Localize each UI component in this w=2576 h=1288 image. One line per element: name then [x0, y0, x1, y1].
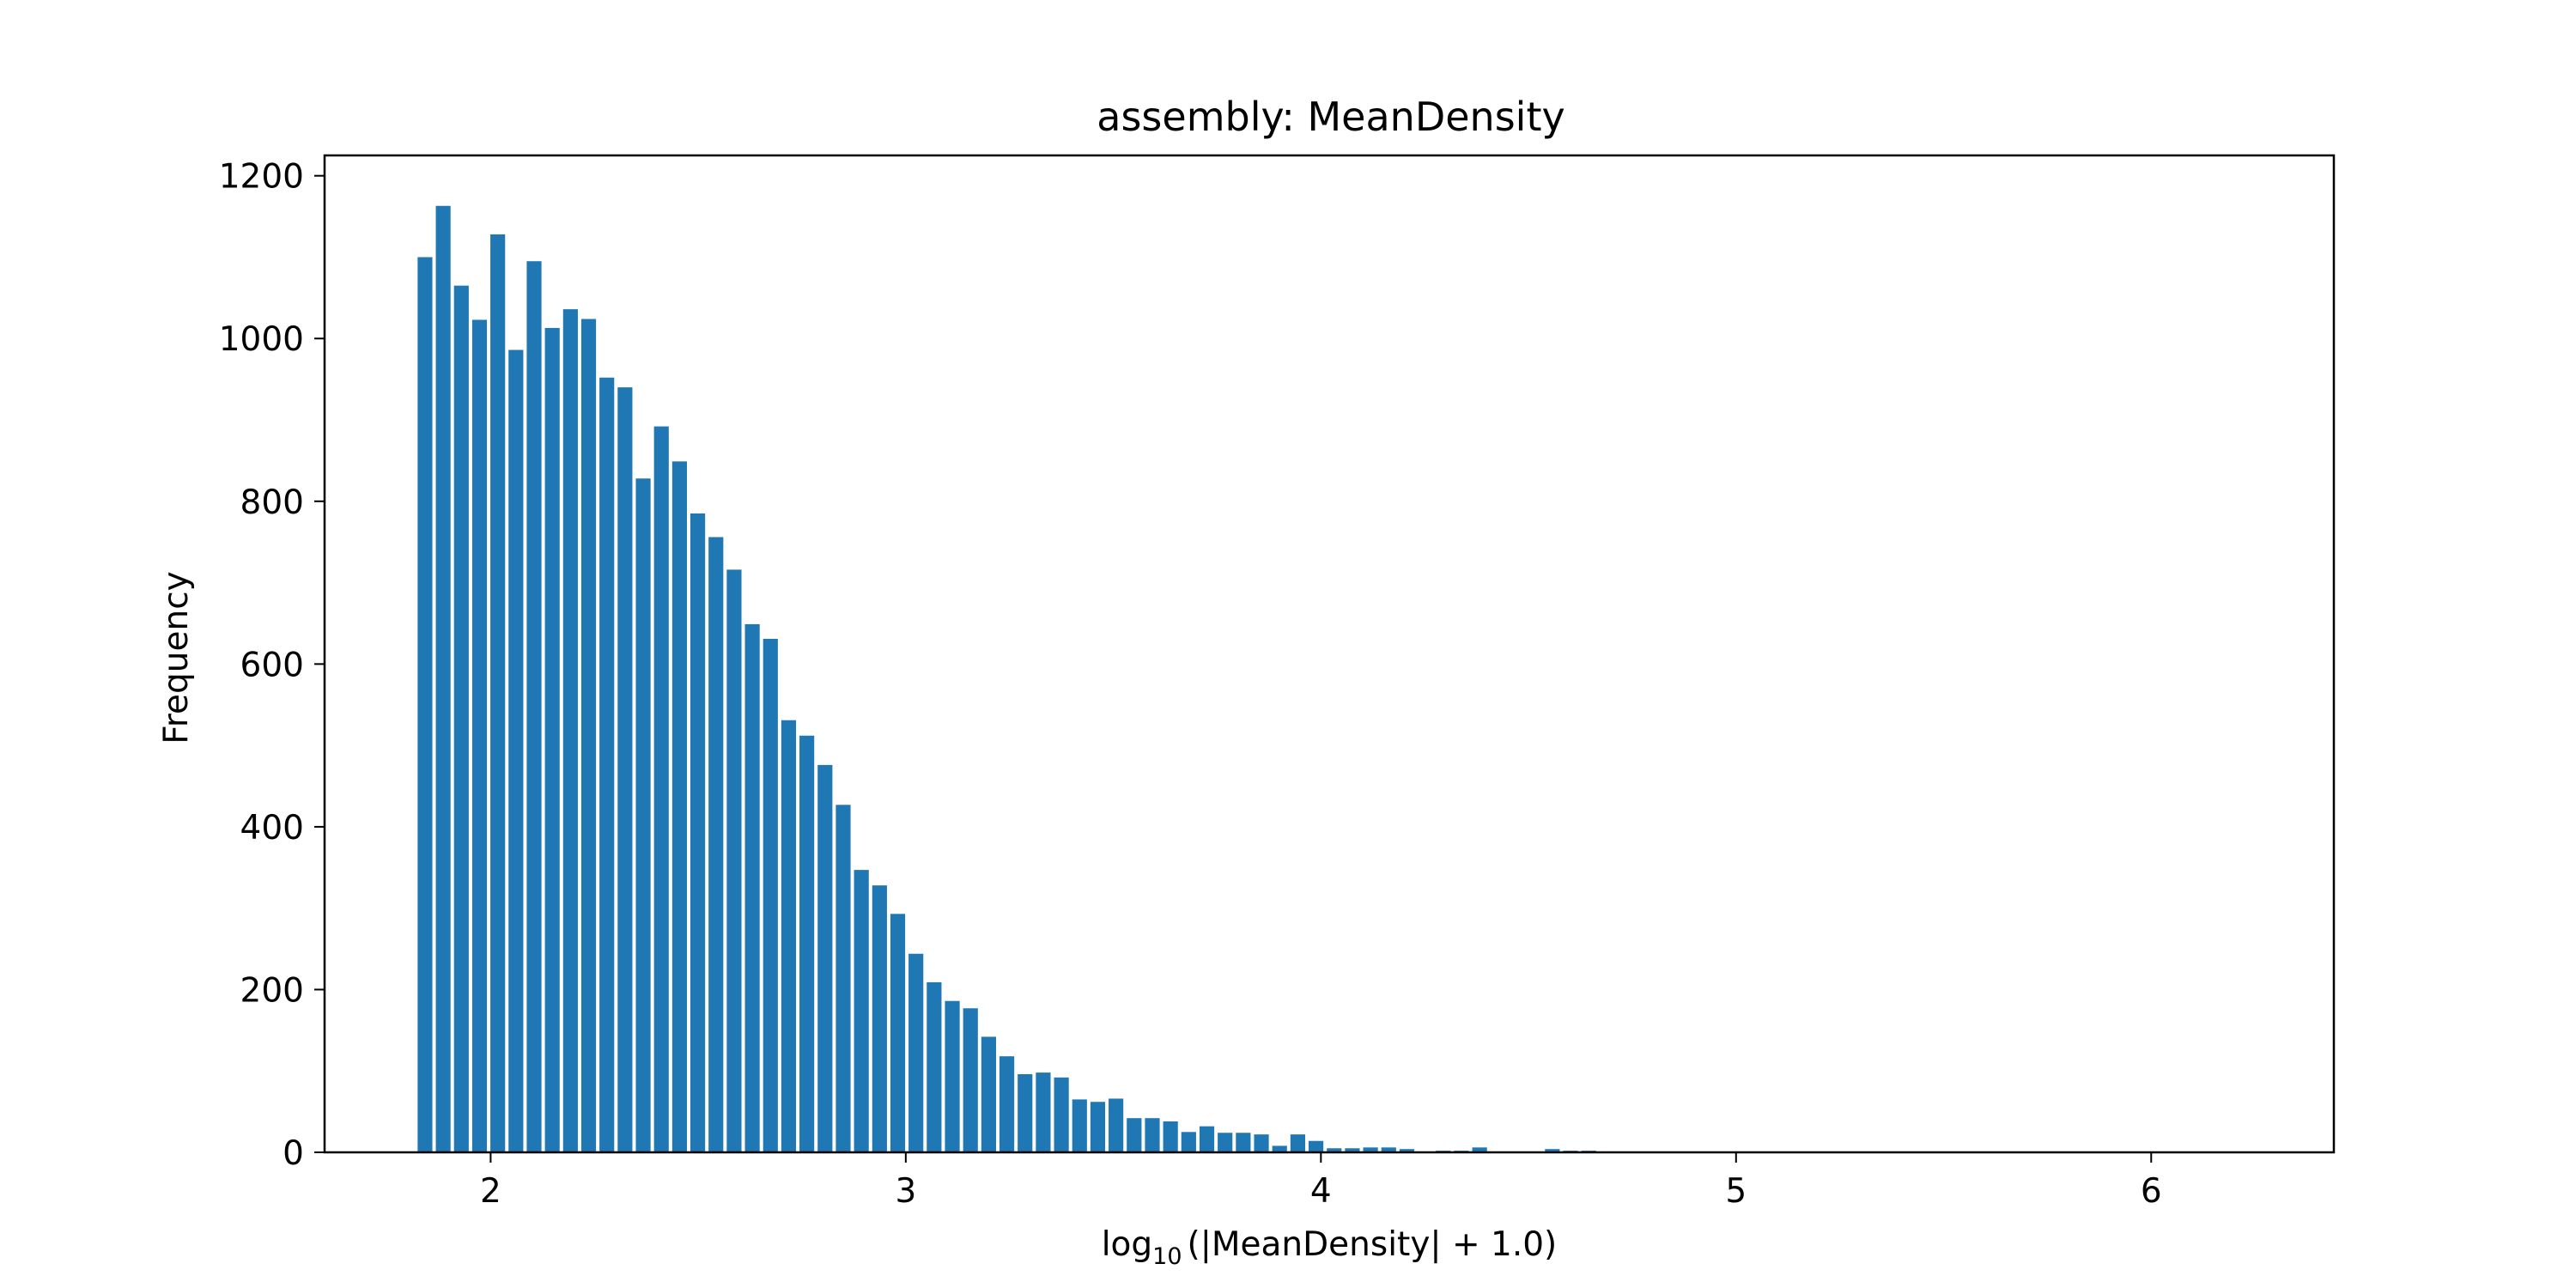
histogram-bar: [580, 319, 597, 1152]
y-axis-label: Frequency: [157, 571, 196, 744]
histogram-bar: [1308, 1140, 1324, 1152]
x-tick-label: 6: [2141, 1172, 2162, 1211]
histogram-bar: [726, 569, 742, 1152]
y-tick-label: 800: [240, 483, 304, 522]
histogram-bar: [471, 319, 488, 1152]
histogram-bar: [963, 1008, 978, 1152]
histogram-bar: [945, 1000, 960, 1152]
histogram-bar: [762, 638, 778, 1152]
x-axis-label-subscript: 10: [1152, 1243, 1182, 1270]
histogram-bar: [508, 349, 524, 1153]
histogram-bar: [927, 981, 942, 1152]
histogram-bar: [435, 205, 451, 1152]
histogram-bar: [854, 870, 869, 1152]
histogram-bar: [1472, 1147, 1487, 1152]
chart-title: assembly: MeanDensity: [1097, 94, 1564, 140]
histogram-bar: [526, 261, 542, 1153]
x-tick-label: 5: [1725, 1172, 1747, 1211]
y-axis-ticks: 0 200 400 600 800 1000 1200: [219, 158, 325, 1173]
histogram-bar: [1199, 1126, 1215, 1152]
y-tick-label: 0: [283, 1134, 304, 1173]
plot-frame: [323, 154, 2336, 1154]
histogram-bar: [635, 478, 651, 1152]
histogram-bar: [1290, 1134, 1305, 1152]
histogram-bar: [544, 327, 560, 1152]
histogram-bar: [835, 805, 851, 1152]
histogram-bar: [908, 953, 924, 1152]
histogram-bar: [1236, 1133, 1251, 1152]
histogram-bar: [1127, 1118, 1142, 1152]
x-axis-label-rest: (|MeanDensity| + 1.0): [1188, 1225, 1558, 1264]
x-tick-label: 3: [895, 1172, 916, 1211]
histogram-bar: [1054, 1077, 1069, 1152]
y-tick-label: 200: [240, 971, 304, 1010]
histogram-bar: [599, 377, 615, 1152]
histogram-bar: [817, 764, 833, 1152]
y-tick-label: 1200: [219, 158, 304, 197]
histogram-bar: [1272, 1145, 1287, 1152]
histogram-bar: [1036, 1072, 1051, 1152]
histogram-bar: [1018, 1074, 1033, 1152]
histogram-bar: [653, 426, 669, 1153]
bars-group: [417, 205, 2287, 1153]
histogram-bar: [1545, 1149, 1560, 1152]
histogram-bar: [1163, 1121, 1178, 1152]
histogram-bar: [1109, 1098, 1124, 1152]
x-axis-label-prefix: log: [1102, 1225, 1152, 1264]
histogram-bar: [999, 1056, 1015, 1152]
histogram-bar: [1254, 1134, 1269, 1152]
histogram-bar: [453, 285, 469, 1152]
histogram-bar: [799, 735, 815, 1152]
histogram-bar: [1363, 1147, 1378, 1152]
histogram-bar: [490, 234, 506, 1152]
histogram-bar: [1181, 1132, 1196, 1152]
x-axis-label: log10 (|MeanDensity| + 1.0): [1102, 1225, 1558, 1270]
histogram-bar: [562, 309, 578, 1152]
histogram-bar: [981, 1036, 996, 1152]
histogram-bar: [708, 537, 724, 1152]
histogram-bar: [872, 885, 887, 1152]
histogram-bar: [1327, 1148, 1342, 1152]
histogram-bar: [1072, 1099, 1087, 1152]
histogram-bar: [1345, 1148, 1360, 1152]
histogram-bar: [890, 914, 906, 1152]
y-tick-label: 400: [240, 809, 304, 848]
histogram-bar: [417, 257, 433, 1153]
histogram-bar: [671, 461, 688, 1152]
histogram-bar: [1218, 1133, 1233, 1152]
histogram-bar: [690, 513, 706, 1152]
histogram-bar: [744, 623, 760, 1152]
x-tick-label: 2: [480, 1172, 501, 1211]
histogram-bar: [1145, 1118, 1160, 1152]
y-tick-label: 600: [240, 646, 304, 684]
x-tick-label: 4: [1310, 1172, 1332, 1211]
histogram-bar: [1090, 1102, 1106, 1152]
histogram-bar: [1399, 1149, 1415, 1152]
histogram-bar: [617, 387, 633, 1152]
histogram-bar: [781, 720, 797, 1152]
histogram-bar: [1381, 1147, 1396, 1152]
y-tick-label: 1000: [219, 320, 304, 359]
x-axis-ticks: 2 3 4 5 6: [480, 1152, 2162, 1211]
